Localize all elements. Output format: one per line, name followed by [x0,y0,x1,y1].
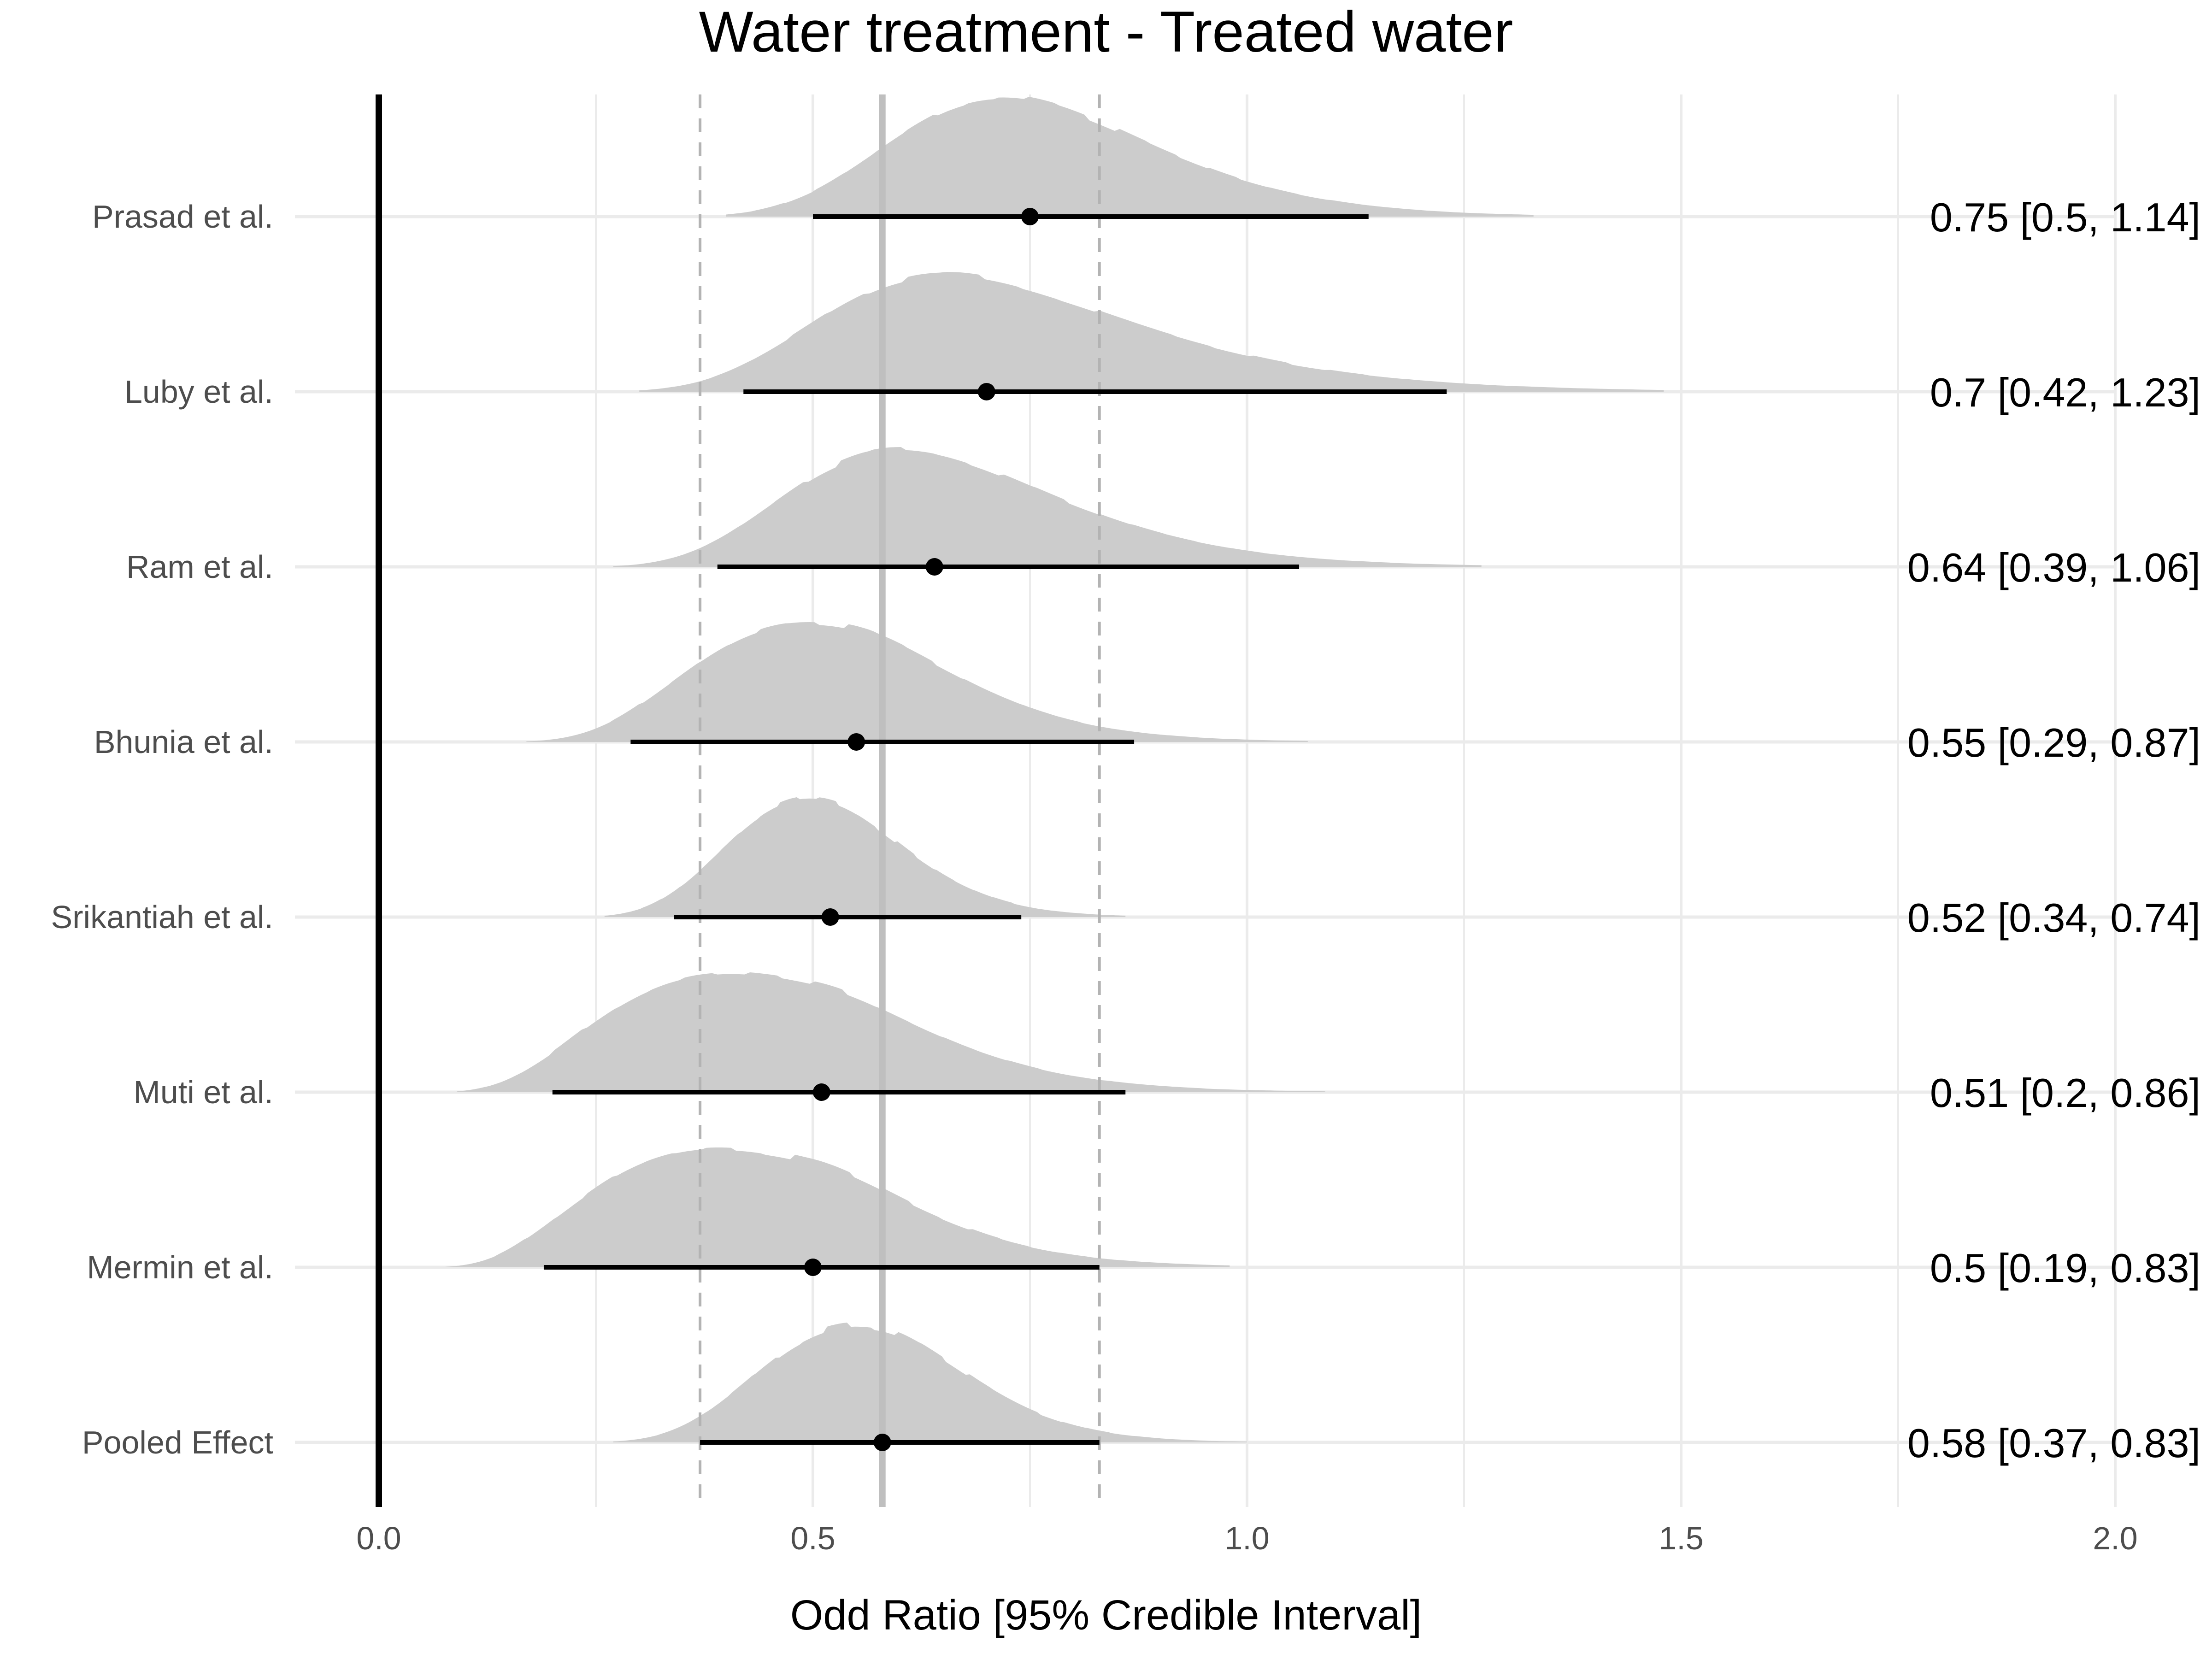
x-axis-label: Odd Ratio [95% Credible Interval] [790,1592,1422,1639]
point-estimate [812,1083,830,1101]
point-estimate [847,733,865,751]
study-label: Pooled Effect [82,1424,273,1460]
point-estimate [804,1259,822,1276]
estimate-summary-label: 0.7 [0.42, 1.23] [1930,370,2200,415]
density-ridge [613,1323,1247,1442]
x-tick-label: 0.5 [790,1520,835,1556]
estimate-summary-label: 0.64 [0.39, 1.06] [1907,545,2200,590]
x-tick-label: 1.5 [1659,1520,1703,1556]
study-label: Bhunia et al. [94,724,273,760]
density-ridge [457,972,1325,1092]
study-label: Muti et al. [134,1074,273,1110]
estimate-summary-label: 0.5 [0.19, 0.83] [1930,1245,2200,1291]
density-ridge [726,97,1534,217]
density-ridge [604,797,1126,917]
density-ridges [439,97,1664,1442]
chart-title: Water treatment - Treated water [699,0,1513,64]
x-tick-label: 1.0 [1224,1520,1269,1556]
estimate-summary-label: 0.55 [0.29, 0.87] [1907,720,2200,765]
point-estimate [977,383,995,400]
x-tick-label: 2.0 [2093,1520,2137,1556]
study-label: Srikantiah et al. [51,899,273,935]
study-label: Mermin et al. [87,1249,273,1285]
study-label: Prasad et al. [92,199,273,235]
study-label: Ram et al. [126,549,273,585]
estimate-summary-label: 0.52 [0.34, 0.74] [1907,895,2200,941]
density-ridge [613,447,1482,567]
estimate-summary-label: 0.58 [0.37, 0.83] [1907,1420,2200,1466]
grid-lines [377,94,2117,1507]
study-label: Luby et al. [124,374,273,410]
density-ridge [639,272,1664,392]
point-estimate [1021,208,1039,225]
density-ridge [439,1147,1230,1267]
point-estimate [925,558,943,576]
estimate-summary-label: 0.51 [0.2, 0.86] [1930,1070,2200,1116]
point-estimate [873,1434,891,1451]
estimate-summary-label: 0.75 [0.5, 1.14] [1930,194,2200,240]
intervals [543,208,1447,1451]
density-ridge [526,622,1308,742]
x-tick-label: 0.0 [356,1520,401,1556]
point-estimate [821,908,839,926]
